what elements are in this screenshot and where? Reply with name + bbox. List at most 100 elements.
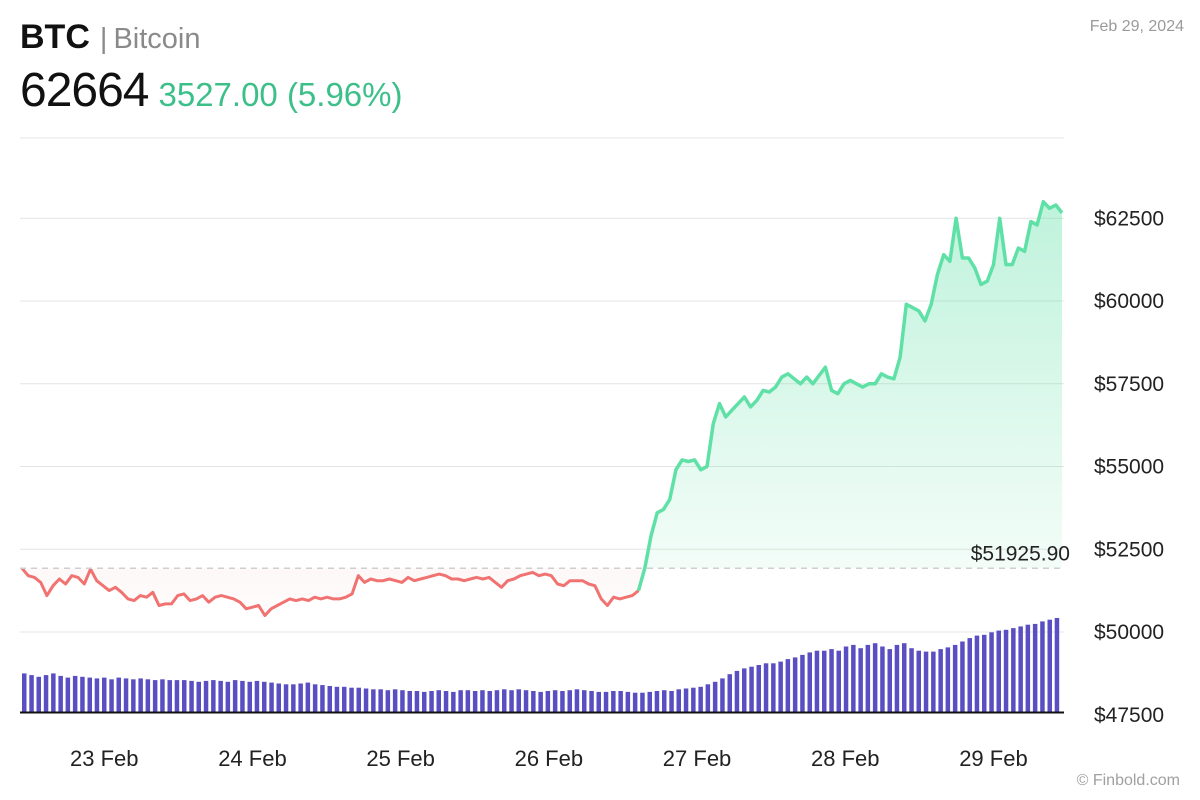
volume-bar bbox=[618, 691, 623, 712]
volume-bar bbox=[712, 681, 718, 712]
volume-bar bbox=[552, 690, 558, 712]
price-line-down bbox=[20, 567, 640, 617]
volume-bar bbox=[647, 691, 652, 712]
x-tick-label: 25 Feb bbox=[366, 746, 435, 771]
volume-bar bbox=[385, 690, 391, 712]
volume-bar bbox=[276, 683, 281, 712]
ticker-separator: | bbox=[99, 23, 108, 55]
volume-bar bbox=[247, 681, 252, 712]
volume-bar bbox=[43, 675, 49, 712]
volume-bar bbox=[923, 651, 929, 712]
volume-bar bbox=[225, 681, 231, 712]
volume-bar bbox=[29, 675, 34, 712]
volume-bar bbox=[502, 689, 507, 712]
volume-bar bbox=[22, 673, 27, 712]
quote-header: BTC | Bitcoin 62664 3527.00 (5.96%) bbox=[20, 18, 403, 118]
volume-bar bbox=[676, 689, 681, 712]
x-tick-label: 27 Feb bbox=[663, 746, 732, 771]
reference-line-group: $51925.90 bbox=[20, 542, 1070, 570]
volume-bar bbox=[611, 691, 616, 712]
volume-bar bbox=[414, 691, 420, 712]
volume-bar bbox=[363, 688, 369, 712]
volume-bar bbox=[640, 692, 645, 712]
volume-bar bbox=[349, 687, 354, 712]
volume-bar bbox=[545, 691, 551, 712]
volume-bar bbox=[167, 680, 172, 712]
volume-bar bbox=[538, 691, 543, 712]
volume-bar bbox=[218, 680, 223, 712]
volume-bar bbox=[407, 691, 412, 712]
volume-bar bbox=[567, 690, 572, 712]
volume-bar bbox=[102, 677, 107, 712]
volume-bar bbox=[123, 678, 129, 712]
volume-bar bbox=[443, 691, 449, 712]
volume-bar bbox=[531, 691, 536, 712]
volume-bar bbox=[792, 657, 798, 712]
y-axis-ticks: $47500 $50000 $52500 $55000 $57500 $60000 $625… bbox=[1094, 207, 1164, 727]
x-tick-label: 28 Feb bbox=[811, 746, 880, 771]
volume-bar bbox=[480, 690, 485, 712]
volume-bar bbox=[952, 644, 958, 712]
volume-bar bbox=[523, 690, 529, 712]
ticker-symbol: BTC bbox=[20, 18, 90, 56]
volume-bar bbox=[749, 666, 754, 712]
volume-bar bbox=[887, 649, 892, 712]
gain-area bbox=[644, 201, 1062, 569]
volume-bar bbox=[458, 690, 463, 712]
volume-bar bbox=[778, 661, 783, 712]
asset-name: Bitcoin bbox=[113, 23, 201, 55]
volume-bar bbox=[72, 675, 78, 712]
source-credit: © Finbold.com bbox=[1076, 772, 1180, 789]
volume-bar bbox=[1011, 628, 1016, 712]
volume-bar bbox=[974, 635, 980, 712]
volume-bar bbox=[494, 690, 500, 712]
volume-bar bbox=[931, 651, 936, 712]
volume-bar bbox=[894, 644, 900, 712]
volume-bar bbox=[742, 668, 747, 712]
volume-bar bbox=[1054, 618, 1060, 712]
volume-bar bbox=[174, 680, 180, 712]
volume-bar bbox=[880, 646, 885, 712]
volume-bar bbox=[80, 676, 85, 713]
volume-bar bbox=[960, 641, 965, 712]
volume-bar bbox=[654, 691, 660, 712]
price-line: 62664 3527.00 (5.96%) bbox=[20, 63, 403, 118]
volume-bar bbox=[422, 691, 427, 712]
volume-bar bbox=[152, 680, 158, 712]
volume-bar bbox=[996, 630, 1001, 712]
volume-bar bbox=[371, 689, 376, 712]
volume-bar bbox=[131, 679, 136, 712]
volume-bar bbox=[109, 679, 114, 712]
volume-bar bbox=[291, 684, 296, 712]
volume-bar bbox=[327, 686, 332, 712]
volume-bar bbox=[36, 676, 41, 713]
y-tick-label: $50000 bbox=[1094, 621, 1164, 644]
y-tick-label: $55000 bbox=[1094, 456, 1164, 479]
volume-bar bbox=[400, 690, 405, 712]
volume-bar bbox=[189, 680, 194, 712]
volume-bar bbox=[283, 684, 289, 712]
volume-bar bbox=[465, 690, 471, 712]
volume-bar bbox=[698, 686, 703, 712]
volume-bar bbox=[334, 686, 340, 712]
volume-bar bbox=[232, 680, 238, 712]
reference-label: $51925.90 bbox=[971, 542, 1070, 565]
volume-bar bbox=[989, 632, 994, 712]
price-change: 3527.00 (5.96%) bbox=[158, 76, 403, 113]
area-fills bbox=[22, 201, 1062, 616]
volume-bar bbox=[87, 677, 92, 712]
volume-bar bbox=[800, 654, 805, 712]
volume-bar bbox=[240, 680, 245, 712]
x-tick-label: 29 Feb bbox=[959, 746, 1027, 771]
volume-bar bbox=[254, 680, 260, 712]
volume-bar bbox=[298, 683, 303, 712]
volume-bar bbox=[472, 691, 478, 712]
loss-area bbox=[22, 568, 1062, 616]
volume-bar bbox=[1047, 619, 1052, 712]
x-tick-label: 23 Feb bbox=[70, 746, 139, 771]
volume-bar bbox=[160, 679, 165, 712]
volume-bar bbox=[763, 663, 769, 712]
volume-bar bbox=[662, 690, 667, 712]
volume-bar bbox=[785, 659, 791, 712]
volume-bar bbox=[145, 679, 151, 712]
